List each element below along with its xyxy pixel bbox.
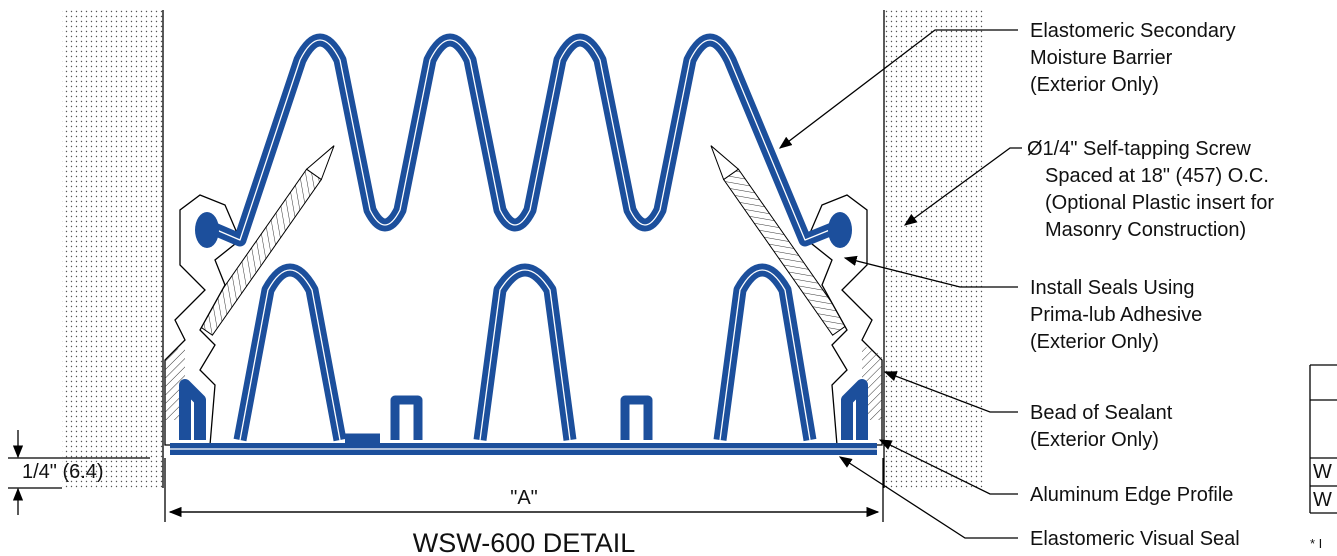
table-cell: W bbox=[1313, 489, 1332, 511]
callout-text: (Exterior Only) bbox=[1030, 331, 1159, 353]
callout-text: (Exterior Only) bbox=[1030, 429, 1159, 451]
callout-text: Aluminum Edge Profile bbox=[1030, 484, 1233, 506]
callout-text: Masonry Construction) bbox=[1045, 219, 1246, 241]
dimension-lines bbox=[8, 430, 884, 522]
leaders bbox=[778, 29, 1022, 539]
callout-text: Spaced at 18" (457) O.C. bbox=[1045, 165, 1269, 187]
callout-text: (Optional Plastic insert for bbox=[1045, 192, 1274, 214]
callout-text: Prima-lub Adhesive bbox=[1030, 304, 1202, 326]
callout-text: Install Seals Using bbox=[1030, 277, 1195, 299]
callout-text: Bead of Sealant bbox=[1030, 402, 1173, 424]
left-substrate bbox=[62, 10, 163, 488]
detail-title: WSW-600 DETAIL bbox=[413, 528, 636, 556]
dimension-width: "A" bbox=[510, 487, 538, 509]
table-cell: W bbox=[1313, 461, 1332, 483]
callout-text: (Exterior Only) bbox=[1030, 74, 1159, 96]
secondary-barrier bbox=[195, 33, 852, 248]
screw-left bbox=[196, 145, 335, 336]
callout-text: Elastomeric Secondary bbox=[1030, 20, 1236, 42]
table-note: * I bbox=[1310, 536, 1322, 551]
dimension-offset: 1/4" (6.4) bbox=[22, 461, 104, 483]
callout-text: Ø1/4" Self-tapping Screw bbox=[1027, 138, 1251, 160]
right-substrate bbox=[884, 10, 985, 488]
screw-right bbox=[710, 145, 849, 336]
callout-text: Moisture Barrier bbox=[1030, 47, 1173, 69]
visual-seal bbox=[170, 263, 877, 455]
callout-text: Elastomeric Visual Seal bbox=[1030, 528, 1240, 550]
table-frame bbox=[1309, 364, 1337, 514]
